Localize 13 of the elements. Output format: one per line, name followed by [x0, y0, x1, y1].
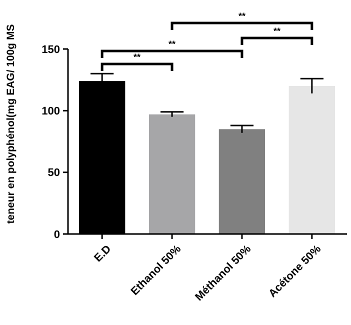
- annotation: **: [168, 39, 176, 49]
- annotation: **: [134, 52, 142, 62]
- bar: [148, 114, 196, 234]
- y-tick-label: 50: [48, 167, 60, 180]
- bar: [288, 86, 335, 234]
- y-axis-title: teneur en polyphénol(mg EAG/ 100g MS: [5, 24, 17, 224]
- y-tick-label: 0: [54, 228, 60, 241]
- text: **: [273, 26, 281, 36]
- y-tick-label: 150: [42, 44, 60, 56]
- bar: [218, 129, 266, 234]
- text: **: [238, 11, 246, 21]
- y-tick-label: 100: [42, 106, 60, 118]
- x-tick-label: E.D: [92, 243, 114, 265]
